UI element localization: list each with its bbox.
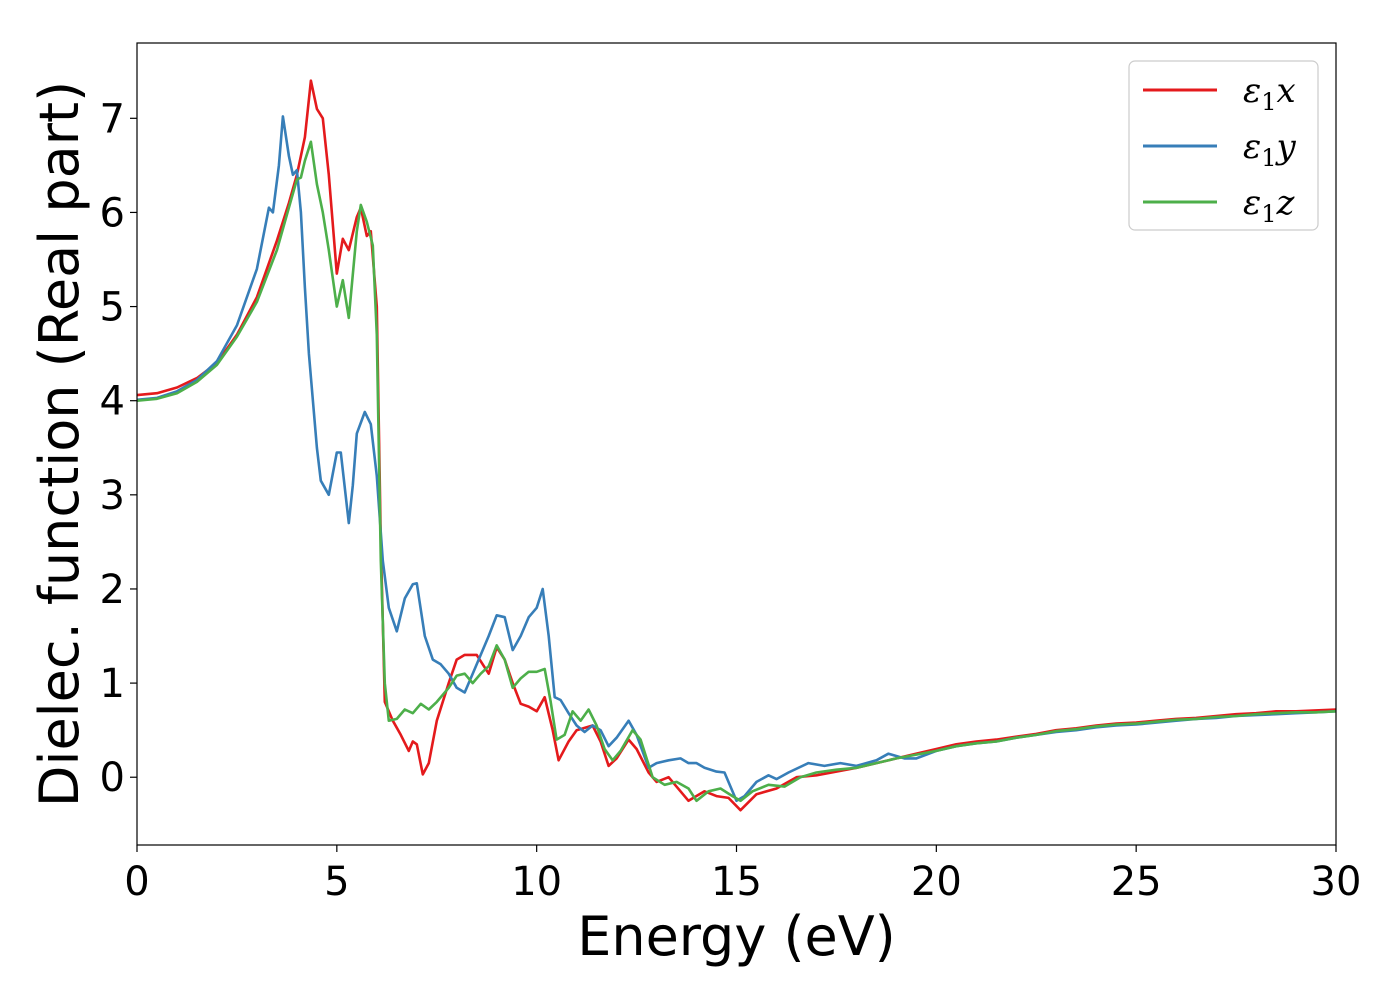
x-tick-label: 5 xyxy=(324,859,349,905)
y-tick-label: 4 xyxy=(100,379,125,425)
y-axis-title: Dielec. function (Real part) xyxy=(28,81,91,807)
x-tick-label: 0 xyxy=(124,859,149,905)
plot-frame xyxy=(136,42,1337,846)
x-tick-label: 30 xyxy=(1311,859,1362,905)
y-tick-label: 1 xyxy=(100,661,125,707)
x-axis-title: Energy (eV) xyxy=(577,905,896,968)
legend: ε1x ε1y ε1z xyxy=(1128,60,1319,231)
legend-label: ε1y xyxy=(1243,127,1297,172)
y-tick-label: 5 xyxy=(100,285,125,331)
legend-label: ε1x xyxy=(1243,71,1296,116)
legend-box xyxy=(1128,60,1319,231)
y-tick-label: 3 xyxy=(100,473,125,519)
x-tick-label: 10 xyxy=(511,859,562,905)
y-tick-label: 7 xyxy=(100,96,125,142)
y-tick-label: 2 xyxy=(100,567,125,613)
y-tick-label: 0 xyxy=(100,755,125,801)
y-tick-label: 6 xyxy=(100,190,125,236)
series-line-z xyxy=(136,140,1337,803)
x-tick-label: 20 xyxy=(911,859,962,905)
series-lines xyxy=(136,79,1337,812)
x-tick-label: 25 xyxy=(1111,859,1162,905)
ticks: 0 5 10 15 20 25 30 0 1 2 3 4 5 6 7 xyxy=(100,96,1362,905)
x-tick-label: 15 xyxy=(711,859,762,905)
legend-label: ε1z xyxy=(1243,183,1296,228)
